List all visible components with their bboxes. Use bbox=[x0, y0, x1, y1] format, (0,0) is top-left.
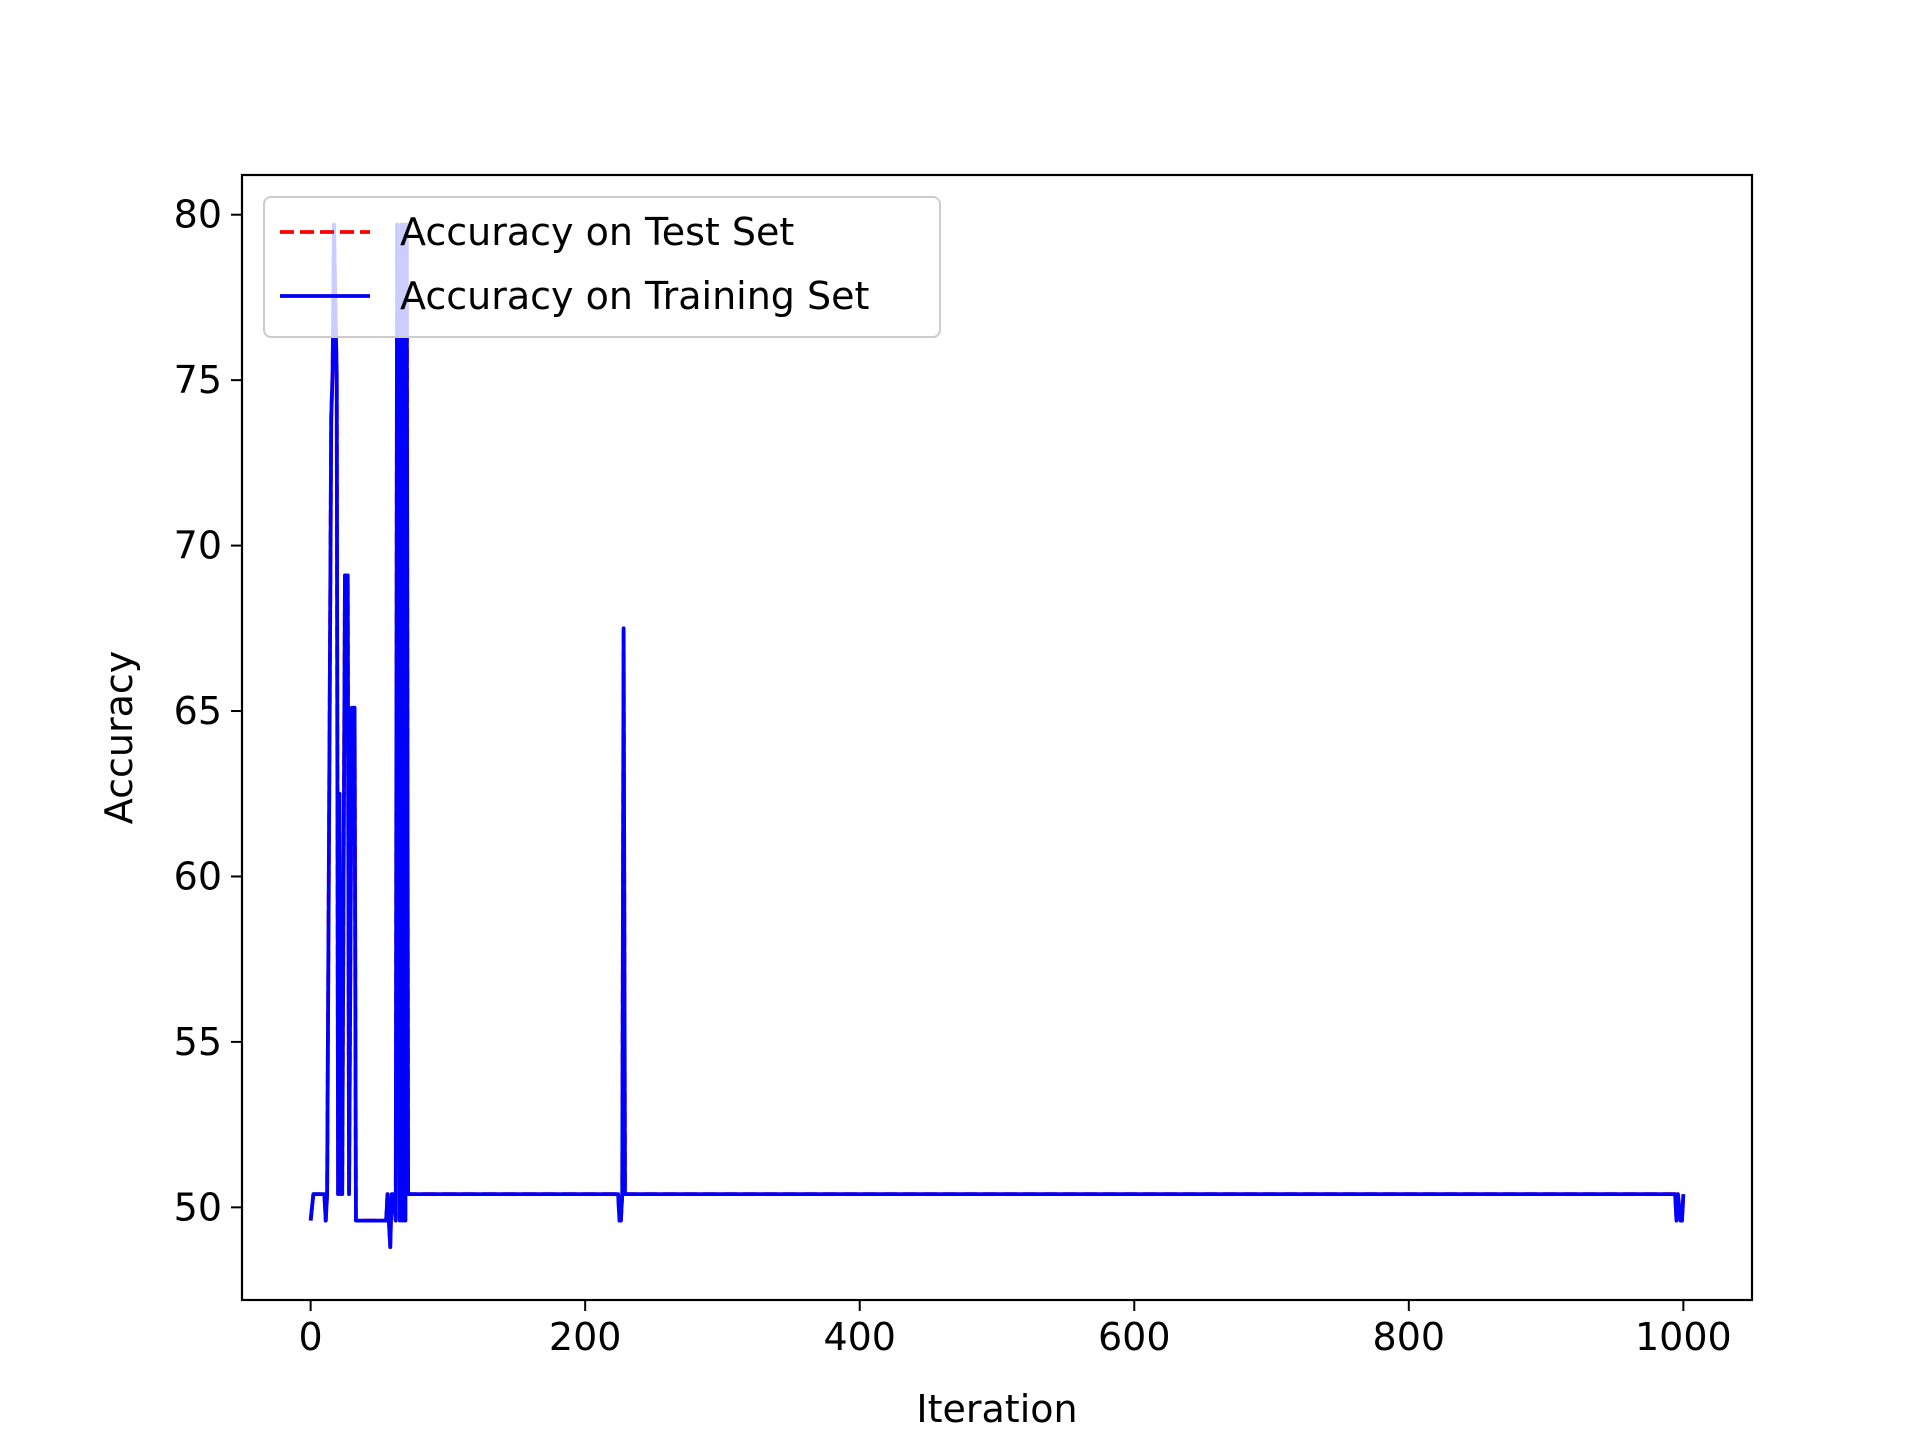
y-axis-label: Accuracy bbox=[97, 651, 141, 825]
axes: 0 200 400 600 800 1000 50 55 60 65 70 75 80 Iteration… bbox=[97, 173, 1754, 1431]
y-tick-label: 75 bbox=[174, 358, 222, 402]
y-tick-label: 80 bbox=[174, 193, 222, 237]
y-tick-label: 65 bbox=[174, 689, 222, 733]
x-tick-label: 400 bbox=[823, 1315, 896, 1359]
legend: Accuracy on Test Set Accuracy on Training… bbox=[263, 196, 941, 338]
x-tick-label: 0 bbox=[299, 1315, 323, 1359]
y-tick-label: 70 bbox=[174, 524, 222, 568]
legend-label-test: Accuracy on Test Set bbox=[400, 210, 794, 254]
x-tick-label: 1000 bbox=[1635, 1315, 1732, 1359]
x-tick-label: 600 bbox=[1098, 1315, 1171, 1359]
legend-box bbox=[263, 196, 941, 338]
y-tick-label: 55 bbox=[174, 1020, 222, 1064]
legend-label-training: Accuracy on Training Set bbox=[400, 274, 869, 318]
x-tick-label: 200 bbox=[549, 1315, 622, 1359]
y-tick-label: 50 bbox=[174, 1185, 222, 1229]
y-tick-label: 60 bbox=[174, 854, 222, 898]
axes-frame bbox=[240, 173, 1754, 1302]
x-tick-label: 800 bbox=[1373, 1315, 1446, 1359]
x-axis-label: Iteration bbox=[916, 1387, 1077, 1431]
